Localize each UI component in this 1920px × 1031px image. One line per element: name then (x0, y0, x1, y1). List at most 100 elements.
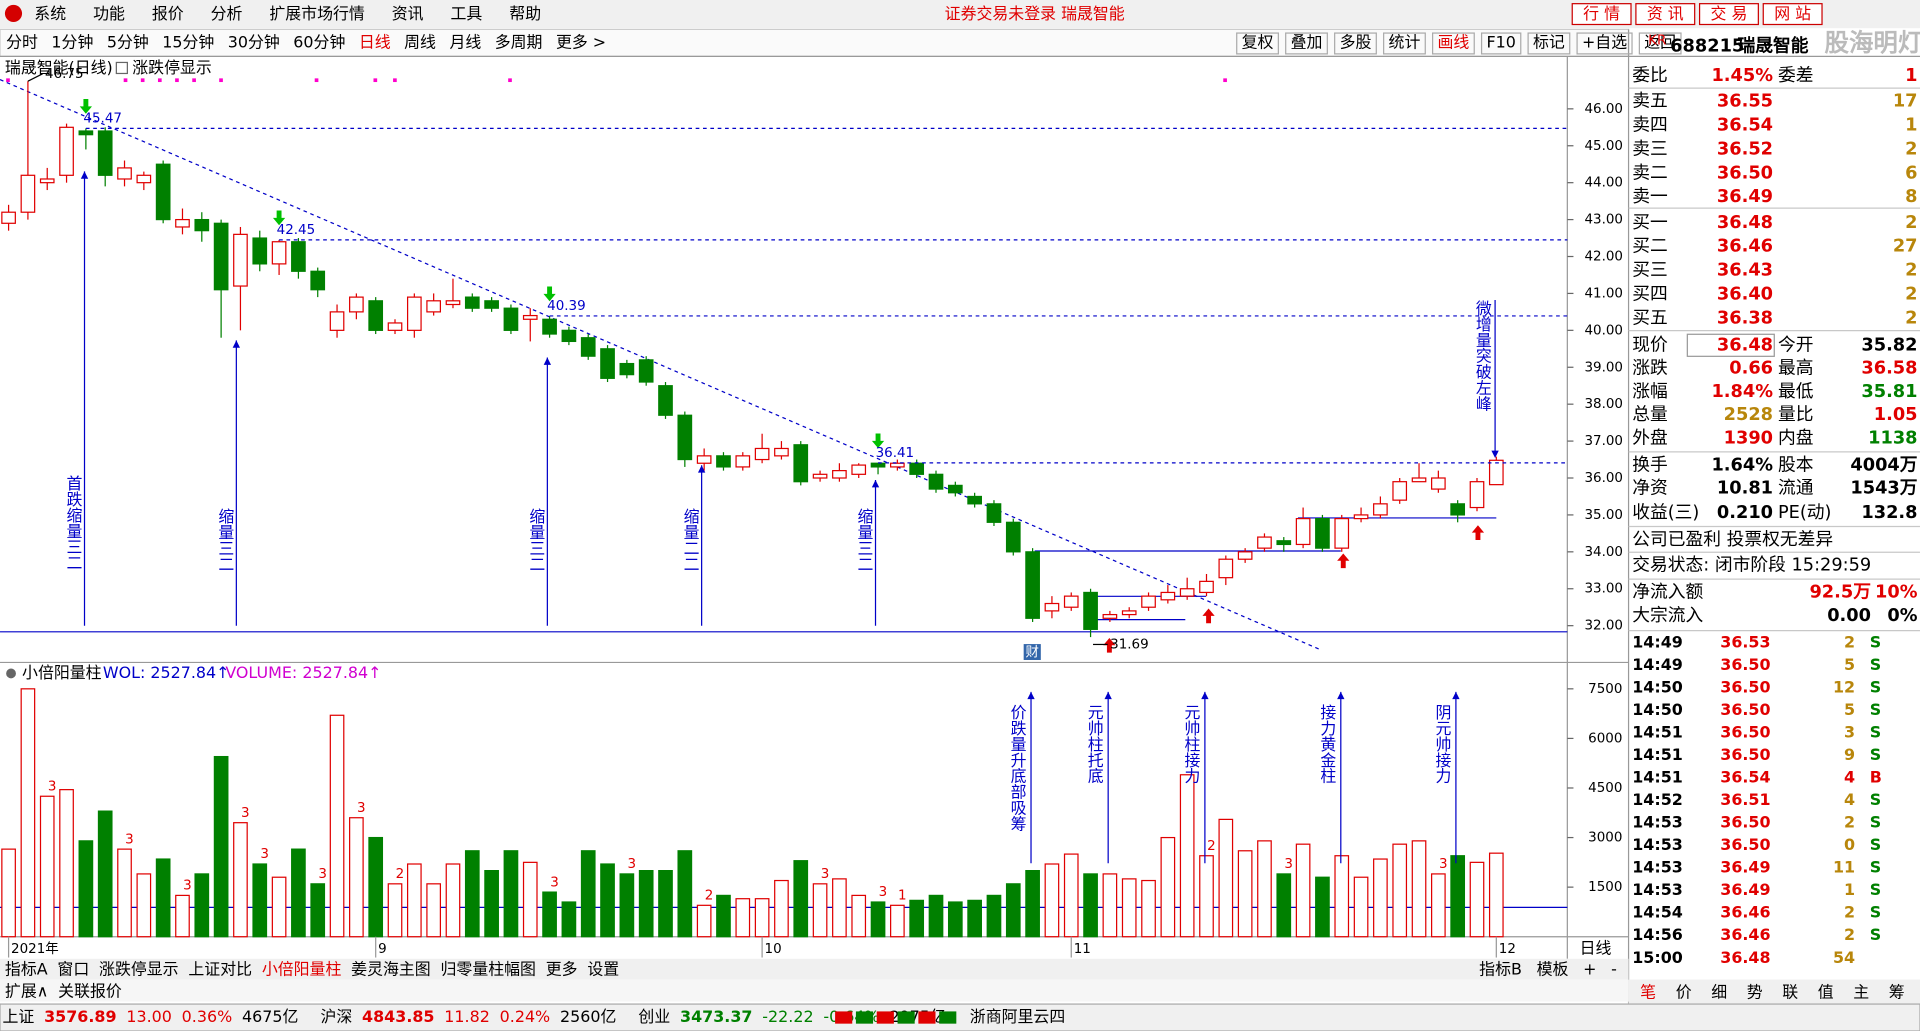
indicator-tab[interactable]: 小倍阳量柱 (262, 959, 342, 978)
indicator-tab[interactable]: 更多 (546, 959, 578, 978)
indicator-tab[interactable]: 姜灵海主图 (351, 959, 431, 978)
row-label: 现价 (1632, 335, 1668, 355)
menu-item[interactable]: 系统 (34, 4, 66, 23)
menu-item[interactable]: 工具 (451, 4, 483, 23)
panel-tab[interactable]: 价 (1676, 983, 1692, 1002)
volume-bar (387, 883, 403, 938)
trade-side: S (1870, 903, 1881, 922)
panel-tab[interactable]: 筹 (1889, 983, 1905, 1002)
candle-body (1179, 588, 1195, 597)
top-button-frame[interactable] (1635, 3, 1696, 26)
top-button[interactable]: 交 易 (1711, 4, 1748, 23)
tool-button[interactable]: 叠加 (1291, 32, 1323, 51)
candle-body (1, 211, 16, 224)
period-tab[interactable]: 30分钟 (228, 32, 280, 51)
period-tab[interactable]: 15分钟 (162, 32, 214, 51)
indicator-tab[interactable]: 上证对比 (188, 959, 252, 978)
top-button[interactable]: 行 情 (1583, 4, 1620, 23)
period-tab[interactable]: 分时 (6, 32, 38, 51)
top-button[interactable]: 资 讯 (1647, 4, 1684, 23)
period-tab[interactable]: 5分钟 (107, 32, 149, 51)
panel-tab[interactable]: 值 (1818, 983, 1834, 1002)
tool-button[interactable]: 标记 (1533, 32, 1565, 51)
green-arrow (272, 210, 286, 226)
price-box (1686, 333, 1775, 357)
trade-volume: 12 (1833, 677, 1855, 696)
ticker-block (918, 1011, 936, 1024)
panel-tab[interactable]: 笔 (1640, 983, 1656, 1002)
indicator-tab[interactable]: 设置 (587, 959, 619, 978)
menu-item[interactable]: 扩展市场行情 (269, 4, 365, 23)
volume-bar (812, 883, 828, 938)
candle-body (677, 414, 693, 461)
tool-button[interactable]: +自选 (1582, 32, 1627, 51)
row-value: 36.55 (1717, 92, 1773, 112)
period-tab[interactable]: 1分钟 (51, 32, 93, 51)
indicator-tab[interactable]: 窗口 (57, 959, 89, 978)
indicator-tab[interactable]: - (1611, 959, 1617, 978)
tool-button[interactable]: 返回 (1644, 32, 1676, 51)
menu-item[interactable]: 报价 (152, 4, 184, 23)
candle-body (1005, 521, 1021, 553)
period-tab[interactable]: 月线 (449, 32, 481, 51)
volume-bar (986, 894, 1002, 938)
bar-mark: 3 (48, 779, 57, 794)
trade-volume: 2 (1844, 632, 1855, 651)
tool-button[interactable]: 复权 (1242, 32, 1274, 51)
period-tab[interactable]: 日线 (359, 32, 391, 51)
period-tab[interactable]: 60分钟 (293, 32, 345, 51)
annotation-arrowhead (1027, 691, 1035, 700)
annotation: 缩量三二 (855, 508, 874, 572)
panel-tab[interactable]: 细 (1711, 983, 1727, 1002)
x-tick-label: 2021年 (11, 941, 59, 957)
panel-tab[interactable]: 主 (1853, 983, 1869, 1002)
panel-tab[interactable]: 势 (1747, 983, 1763, 1002)
row-volume: 6 (1905, 163, 1917, 183)
tool-button[interactable]: 画线 (1438, 32, 1470, 51)
top-button-frame[interactable] (1762, 3, 1823, 26)
tool-button[interactable]: 统计 (1389, 32, 1421, 51)
indicator-tab[interactable]: 归零量柱幅图 (441, 959, 536, 978)
volume-bar (754, 898, 770, 938)
volume-bar (194, 873, 210, 938)
menu-item[interactable]: 帮助 (509, 4, 541, 23)
top-button[interactable]: 网 站 (1774, 4, 1811, 23)
indicator-tab[interactable]: 模板 (1537, 959, 1569, 978)
news-ticker[interactable]: 浙商阿里云四 (970, 1007, 1065, 1026)
row-label: 卖四 (1632, 115, 1668, 136)
bottom-tab[interactable]: 关联报价 (58, 981, 122, 1000)
menu-item[interactable]: 分析 (211, 4, 243, 23)
tool-button[interactable]: F10 (1486, 32, 1515, 51)
index-quote: 0.24% (500, 1007, 551, 1026)
period-tab[interactable]: 多周期 (495, 32, 543, 51)
indicator-tab[interactable]: 指标A (5, 959, 48, 978)
chart-subtitle[interactable]: 涨跌停显示 (132, 58, 212, 77)
row-value: 10% (1875, 583, 1918, 603)
volume-bar (484, 870, 499, 938)
index-quote: 4843.85 (362, 1007, 434, 1026)
panel-tab[interactable]: 联 (1782, 983, 1798, 1002)
period-tab[interactable]: 周线 (404, 32, 436, 51)
menu-item[interactable]: 资讯 (392, 4, 424, 23)
top-button-frame[interactable] (1571, 3, 1632, 26)
index-quote: 沪深 (320, 1007, 352, 1026)
candle-body (1025, 551, 1040, 619)
checkbox[interactable] (115, 61, 128, 75)
period-tab[interactable]: 更多 > (556, 32, 606, 51)
volume-bar (832, 878, 847, 938)
period-label: 日线 (1580, 938, 1612, 957)
tool-button[interactable]: 多股 (1340, 32, 1372, 51)
bottom-tab[interactable]: 扩展∧ (5, 981, 48, 1000)
tab-bar (0, 958, 1629, 980)
y-tick-label: 34.00 (1584, 545, 1623, 560)
annotation-arrowhead (871, 479, 880, 488)
indicator-tab[interactable]: + (1583, 959, 1596, 978)
indicator-tab[interactable]: 指标B (1479, 959, 1522, 978)
volume-bar (1179, 774, 1195, 938)
indicator-tab[interactable]: 涨跌停显示 (99, 959, 179, 978)
trade-time: 14:50 (1632, 700, 1683, 719)
menu-item[interactable]: 功能 (93, 4, 125, 23)
price-label: 31.69 (1110, 637, 1149, 652)
top-button-frame[interactable] (1698, 3, 1759, 26)
